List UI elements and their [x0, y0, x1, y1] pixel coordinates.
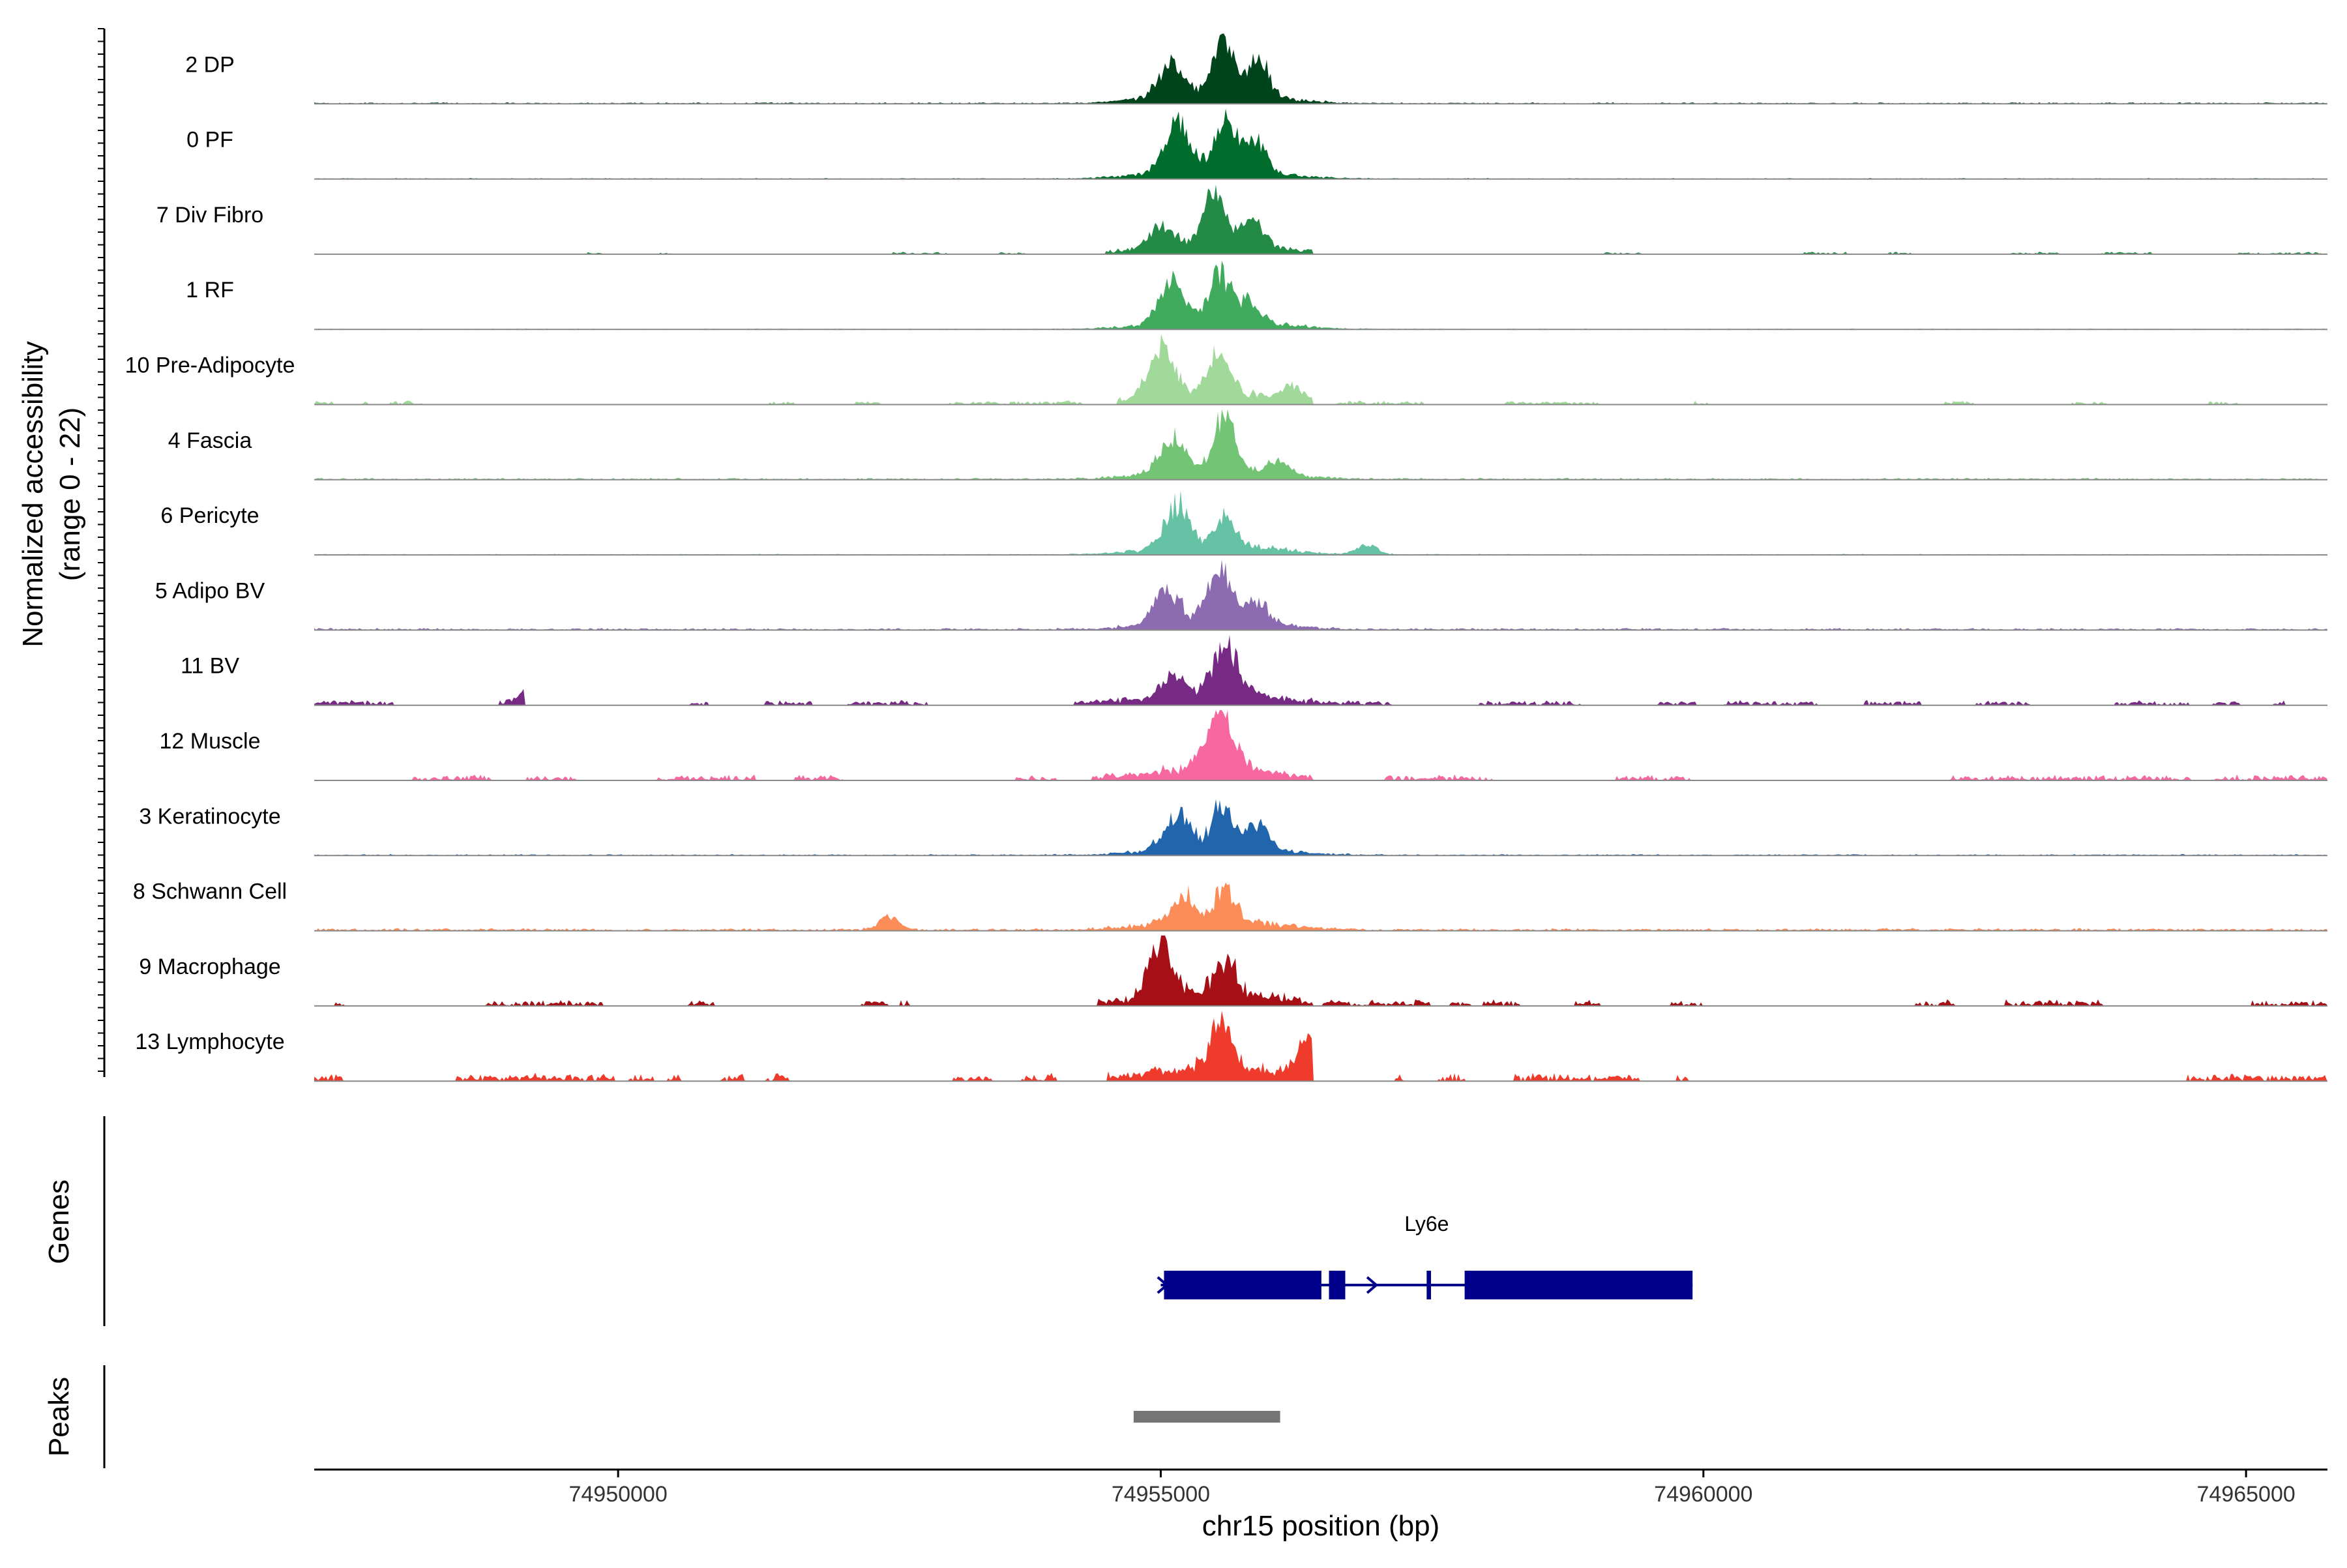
x-tick-label: 74950000: [568, 1482, 667, 1507]
x-axis-title: chr15 position (bp): [1202, 1510, 1439, 1542]
track: 1 RF: [186, 260, 2327, 331]
track-label: 2 DP: [185, 52, 235, 77]
coverage-area: [314, 185, 2327, 254]
track: 10 Pre-Adipocyte: [125, 334, 2327, 406]
coverage-area: [314, 108, 2327, 179]
strand-arrow: [1157, 1276, 1169, 1294]
track: 6 Pericyte: [160, 490, 2327, 556]
coverage-axis-ticks: [98, 28, 104, 1072]
track: 8 Schwann Cell: [133, 880, 2327, 932]
coverage-area: [314, 409, 2327, 480]
coverage-area: [314, 935, 2327, 1006]
genes-axis-title: Genes: [43, 1179, 75, 1264]
coverage-area: [314, 260, 2327, 330]
gene-exon: [1164, 1271, 1321, 1299]
track: 9 Macrophage: [139, 935, 2327, 1007]
x-tick-label: 74955000: [1112, 1482, 1210, 1507]
coverage-area: [314, 799, 2327, 856]
gene-exon: [1464, 1271, 1693, 1299]
coverage-area: [314, 1011, 2327, 1082]
track-label: 12 Muscle: [160, 729, 261, 754]
x-tick-label: 74965000: [2197, 1482, 2295, 1507]
track: 5 Adipo BV: [155, 559, 2327, 631]
track-label: 3 Keratinocyte: [139, 804, 280, 829]
gene-label: Ly6e: [1404, 1212, 1449, 1235]
tracks: 2 DP 0 PF 7 Div Fibro 1 RF 10 Pre-Adipocyte 4…: [125, 33, 2327, 1082]
peaks-axis-title: Peaks: [43, 1377, 75, 1457]
gene-exon: [1426, 1271, 1431, 1299]
track-label: 4 Fascia: [168, 428, 252, 453]
strand-arrow: [1366, 1276, 1379, 1294]
track-label: 6 Pericyte: [160, 503, 259, 528]
x-tick-label: 74960000: [1654, 1482, 1752, 1507]
track-label: 1 RF: [186, 278, 234, 303]
track-label: 7 Div Fibro: [156, 203, 263, 228]
track: 13 Lymphocyte: [135, 1011, 2327, 1082]
coverage-area: [314, 33, 2327, 104]
y-axis-title-line1: Normalized accessibility: [17, 341, 49, 647]
coverage-area: [314, 634, 2327, 705]
track-label: 0 PF: [186, 128, 233, 153]
track: 0 PF: [186, 108, 2327, 180]
track-label: 8 Schwann Cell: [133, 880, 287, 904]
peak-region-bar: [1133, 1411, 1280, 1423]
track: 7 Div Fibro: [156, 185, 2327, 255]
genes-track: [1157, 1271, 1693, 1299]
y-axis-title-line2: (range 0 - 22): [54, 407, 86, 582]
coverage-area: [314, 559, 2327, 630]
coverage-area: [314, 882, 2327, 931]
track-label: 9 Macrophage: [139, 954, 280, 979]
gene-exon: [1329, 1271, 1346, 1299]
x-axis-ticks: 74950000 74955000 74960000 74965000: [568, 1470, 2295, 1507]
track: 3 Keratinocyte: [139, 799, 2327, 857]
track-label: 11 BV: [181, 654, 239, 679]
coverage-area: [314, 490, 2327, 555]
coverage-area: [314, 710, 2327, 780]
coverage-area: [314, 334, 2327, 405]
track-label: 13 Lymphocyte: [135, 1029, 284, 1054]
track-label: 10 Pre-Adipocyte: [125, 353, 295, 378]
track-label: 5 Adipo BV: [155, 578, 265, 603]
track: 4 Fascia: [168, 409, 2327, 481]
track: 2 DP: [185, 33, 2327, 105]
track: 11 BV: [181, 634, 2327, 706]
track: 12 Muscle: [160, 710, 2327, 781]
